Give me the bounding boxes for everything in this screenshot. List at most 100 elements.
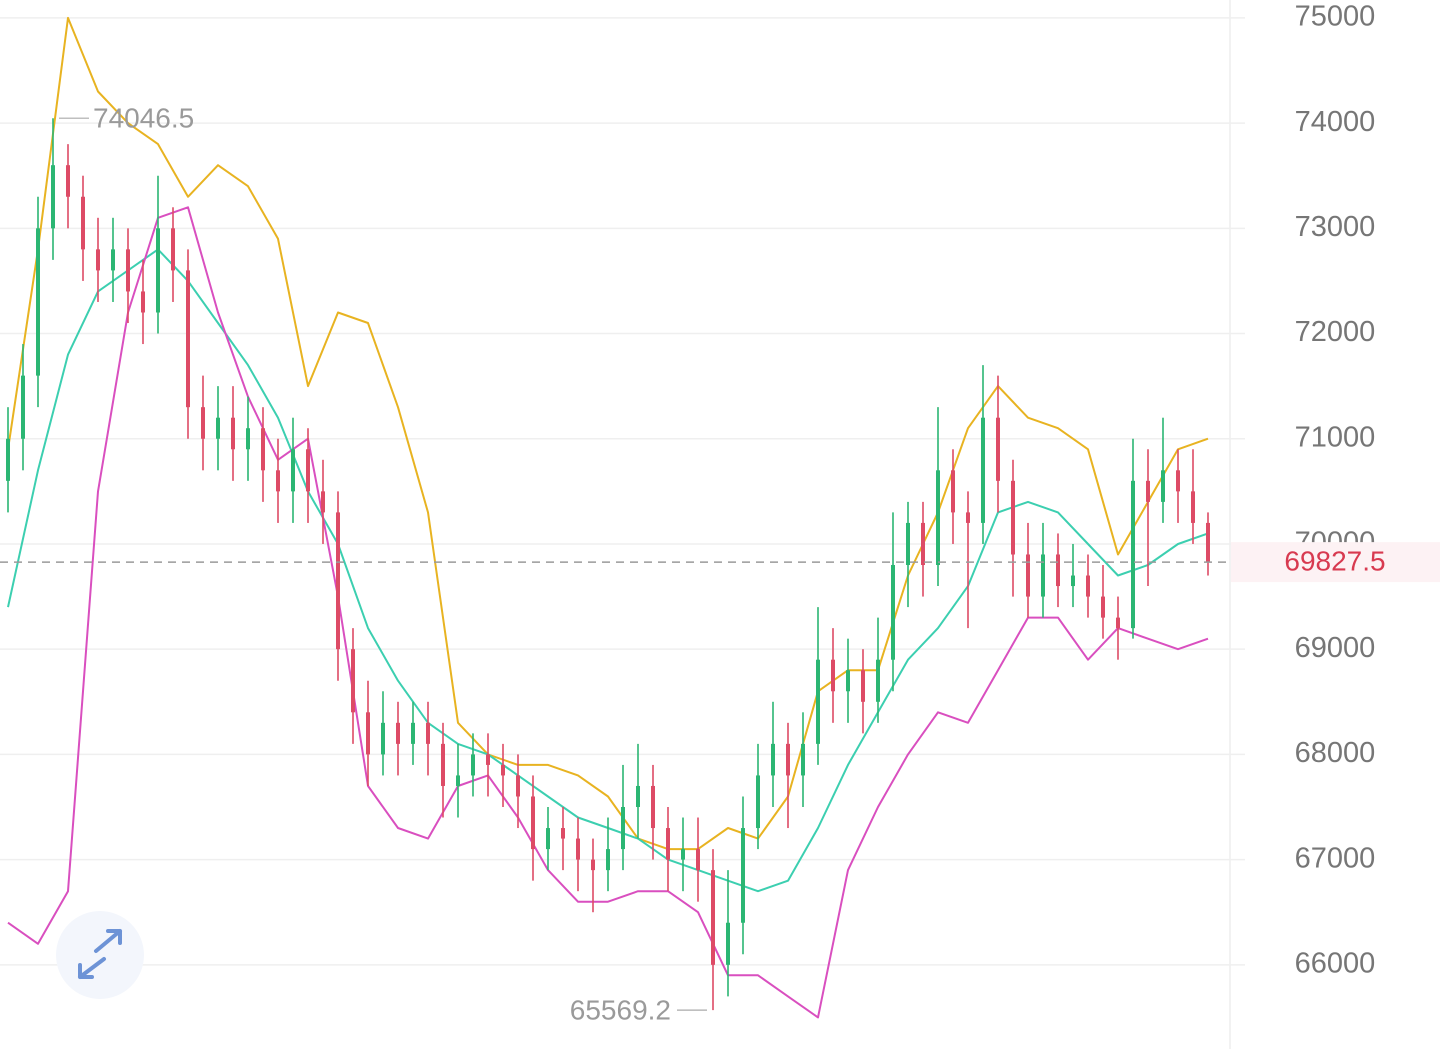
candle-body xyxy=(471,754,475,776)
candle-body xyxy=(201,407,205,439)
candle-body xyxy=(846,670,850,692)
candle-body xyxy=(36,228,40,376)
candle-body xyxy=(1161,470,1165,502)
last-price-label: 69827.5 xyxy=(1284,546,1385,577)
candle-body xyxy=(486,754,490,765)
y-tick-label: 73000 xyxy=(1295,211,1376,243)
candle-body xyxy=(171,228,175,271)
candle-body xyxy=(1191,491,1195,523)
candle-body xyxy=(981,417,985,523)
y-tick-label: 72000 xyxy=(1295,316,1376,348)
candle-body xyxy=(816,659,820,744)
candle-body xyxy=(96,249,100,271)
candle-body xyxy=(906,522,910,566)
candle-body xyxy=(156,228,160,313)
candle-body xyxy=(1011,480,1015,555)
candle-body xyxy=(276,470,280,492)
candle-body xyxy=(246,428,250,450)
candle-body xyxy=(6,438,10,481)
candle-body xyxy=(1041,554,1045,597)
candle-body xyxy=(996,417,1000,481)
candle-body xyxy=(231,417,235,450)
candle-body xyxy=(561,828,565,839)
candle-body xyxy=(396,722,400,744)
candle-body xyxy=(186,270,190,408)
candle-body xyxy=(966,512,970,523)
candle-body xyxy=(741,828,745,923)
candle-body xyxy=(1176,470,1180,492)
candle-body xyxy=(1116,617,1120,629)
candle-body xyxy=(516,775,520,797)
candle-body xyxy=(576,838,580,860)
candle-body xyxy=(606,849,610,871)
candle-body xyxy=(261,428,265,471)
y-tick-label: 69000 xyxy=(1295,632,1376,664)
candle-body xyxy=(756,775,760,829)
y-tick-label: 68000 xyxy=(1295,737,1376,769)
candle-body xyxy=(921,522,925,566)
candle-body xyxy=(891,565,895,660)
candles xyxy=(6,118,1210,1011)
candle-body xyxy=(621,807,625,850)
candle-body xyxy=(141,291,145,313)
last-price-tag xyxy=(1231,542,1440,583)
candle-body xyxy=(21,375,25,439)
candle-body xyxy=(831,659,835,692)
y-tick-label: 74000 xyxy=(1295,106,1376,138)
expand-button-bg[interactable] xyxy=(56,911,144,999)
candle-body xyxy=(411,722,415,744)
candle-body xyxy=(441,743,445,786)
candle-body xyxy=(591,859,595,871)
candle-body xyxy=(786,743,790,776)
y-tick-label: 67000 xyxy=(1295,842,1376,874)
candle-body xyxy=(1146,480,1150,502)
candle-body xyxy=(1206,522,1210,563)
candle-body xyxy=(726,922,730,965)
expand-button[interactable] xyxy=(56,911,144,999)
candle-body xyxy=(306,449,310,492)
candle-body xyxy=(546,828,550,850)
candle-body xyxy=(666,828,670,860)
candle-body xyxy=(111,249,115,271)
candle-body xyxy=(531,796,535,850)
candle-body xyxy=(711,870,715,965)
band-line xyxy=(7,16,1209,851)
candle-body xyxy=(126,249,130,292)
candle-body xyxy=(876,659,880,702)
candle-body xyxy=(1101,596,1105,618)
band-line xyxy=(7,206,1209,1019)
y-tick-label: 75000 xyxy=(1295,1,1376,33)
candle-body xyxy=(801,743,805,776)
candle-body xyxy=(861,670,865,702)
candle-body xyxy=(381,722,385,755)
y-tick-label: 71000 xyxy=(1295,421,1376,453)
candle-body xyxy=(366,712,370,755)
candle-body xyxy=(501,764,505,776)
candle-body xyxy=(1071,575,1075,587)
candle-body xyxy=(336,512,340,650)
high-label: 74046.5 xyxy=(93,103,194,134)
candle-body xyxy=(951,470,955,513)
y-tick-label: 66000 xyxy=(1295,947,1376,979)
grid xyxy=(0,17,1245,966)
candle-body xyxy=(456,775,460,786)
candle-body xyxy=(66,165,70,197)
candle-body xyxy=(636,785,640,808)
candle-body xyxy=(51,165,55,229)
candle-body xyxy=(771,743,775,776)
candle-body xyxy=(291,449,295,492)
candle-body xyxy=(1026,554,1030,597)
low-label: 65569.2 xyxy=(570,995,671,1026)
candle-body xyxy=(1056,554,1060,587)
candle-body xyxy=(651,785,655,829)
candle-body xyxy=(1131,480,1135,629)
candle-body xyxy=(81,196,85,250)
candle-body xyxy=(216,417,220,439)
expand-icon[interactable] xyxy=(78,929,122,979)
candle-body xyxy=(426,722,430,744)
candle-body xyxy=(321,491,325,513)
candle-body xyxy=(936,470,940,566)
candle-body xyxy=(696,849,700,871)
